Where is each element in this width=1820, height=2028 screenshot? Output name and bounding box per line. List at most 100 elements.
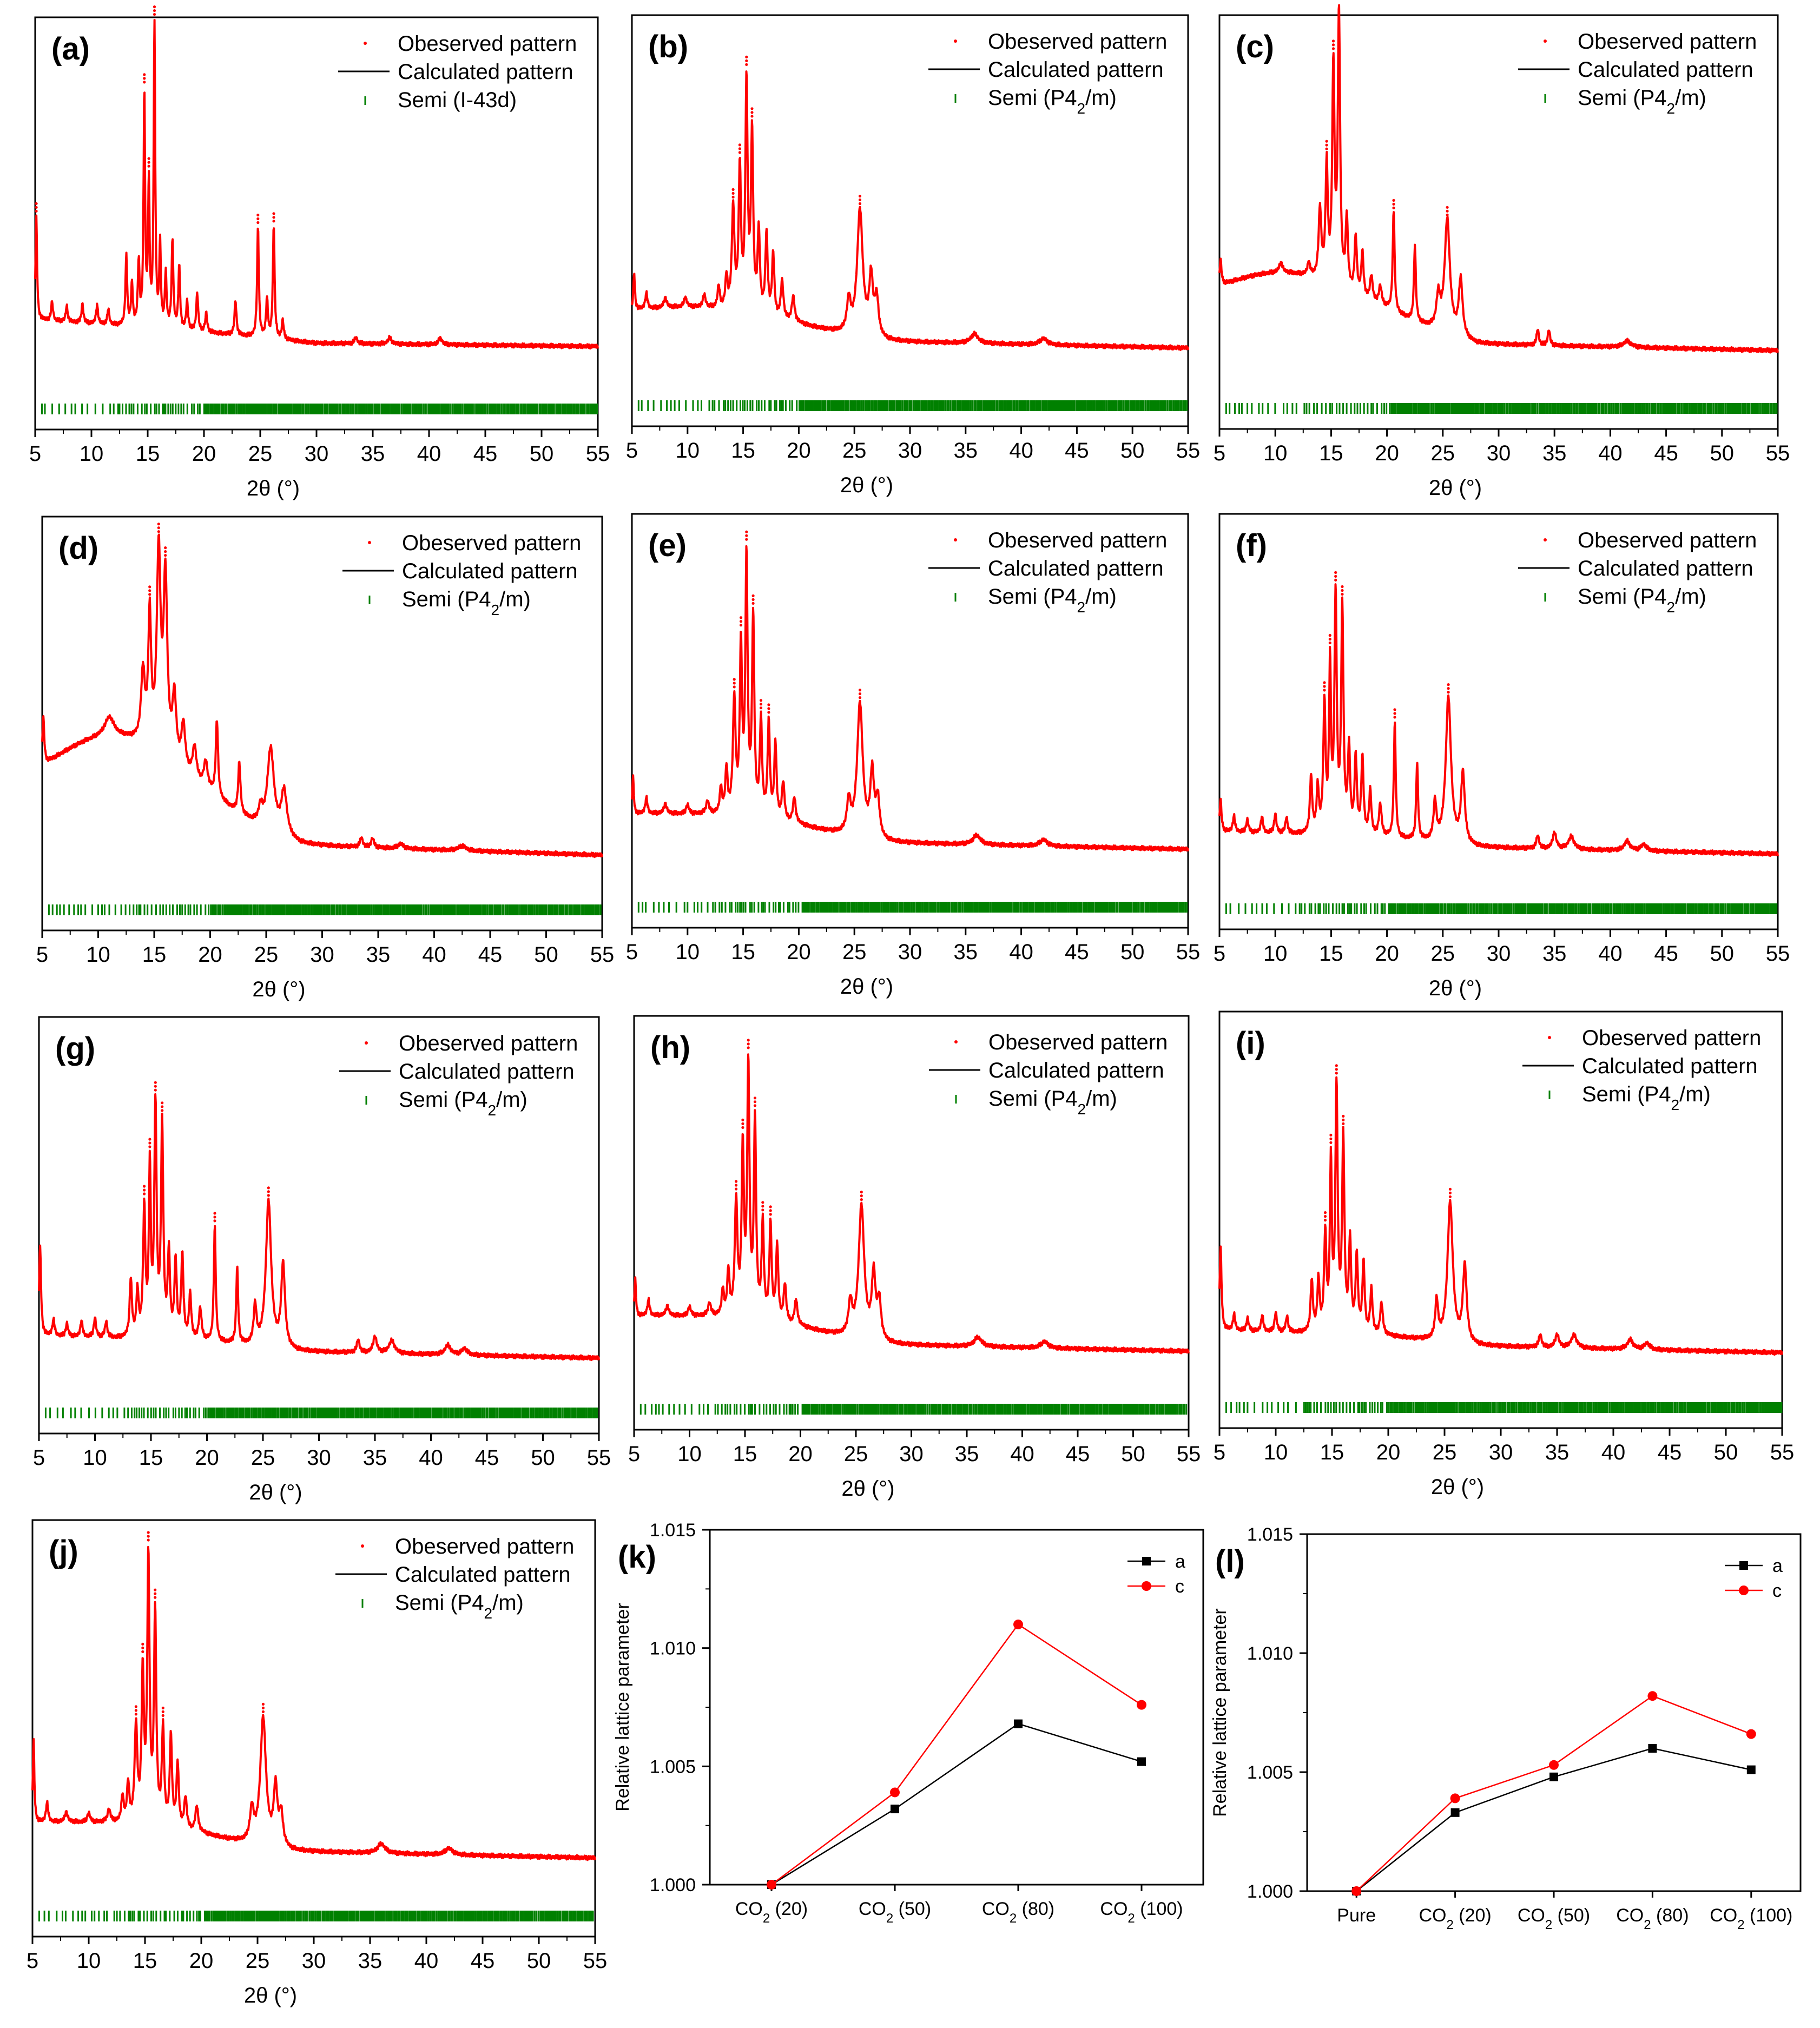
- observed-point: [35, 209, 38, 213]
- observed-point: [733, 678, 736, 681]
- observed-point: [858, 696, 862, 699]
- legend-phase-label: Semi (P42/m): [988, 1087, 1117, 1118]
- x-tick-label: 5: [36, 943, 48, 967]
- panel-label: (c): [1236, 29, 1274, 64]
- calculated-pattern-line: [1218, 583, 1779, 857]
- observed-point: [741, 1118, 744, 1121]
- observed-point: [1323, 1219, 1327, 1222]
- observed-point: [161, 1109, 164, 1112]
- lattice-panel-l: 1.000 1.005 1.010 1.015 Relative lattice par…: [1210, 1524, 1802, 1932]
- observed-point: [769, 1209, 772, 1212]
- x-tick-label: 15: [1319, 942, 1343, 966]
- x-tick-label: 10: [1263, 441, 1288, 465]
- observed-point: [157, 530, 160, 533]
- x-tick-label: 45: [1065, 940, 1089, 964]
- x-tick-label: 20: [189, 1949, 214, 1973]
- y-tick-label: 1.005: [650, 1756, 696, 1777]
- x-tick-label: 20: [1375, 942, 1399, 966]
- observed-point: [747, 1042, 750, 1046]
- xrd-panel-i: (i) Obeserved pattern Calculated pattern Se…: [1214, 1010, 1794, 1499]
- observed-point: [1325, 140, 1328, 143]
- xrd-panel-j: (j) Obeserved pattern Calculated pattern Se…: [27, 1519, 607, 2007]
- x-tick-label: 15: [139, 1446, 163, 1470]
- y-tick-label: 1.000: [1247, 1881, 1293, 1902]
- calculated-pattern-line: [41, 533, 603, 858]
- legend-phase-label: Semi (P42/m): [1578, 86, 1706, 117]
- phase-reflection-ticks: [637, 400, 1188, 411]
- panel-label: (e): [648, 528, 687, 563]
- legend-observed-label: Obeserved pattern: [1582, 1026, 1761, 1050]
- observed-point: [1323, 689, 1326, 692]
- x-tick-label: 25: [1431, 441, 1455, 465]
- x-tick-label: 40: [422, 943, 446, 967]
- x-tick-label: 10: [83, 1446, 107, 1470]
- observed-point: [751, 602, 755, 605]
- xrd-panel-h: (h) Obeserved pattern Calculated pattern Se…: [628, 1015, 1201, 1501]
- observed-point: [731, 188, 735, 191]
- x-axis-label: 2θ (°): [841, 1477, 894, 1501]
- x-tick-label: 50: [530, 442, 554, 466]
- calculated-pattern-line: [1218, 1076, 1783, 1356]
- legend-observed-label: Obeserved pattern: [988, 30, 1167, 54]
- legend-marker-c: [1142, 1581, 1151, 1591]
- x-axis-label: 2θ (°): [249, 1481, 302, 1504]
- x-tick-label: 20: [195, 1446, 219, 1470]
- observed-point: [1341, 592, 1344, 596]
- x-tick-label: 25: [1433, 1441, 1457, 1464]
- x-tick-label: 30: [899, 1442, 924, 1466]
- x-tick-label: 5: [626, 940, 638, 964]
- x-tick-label: 35: [1545, 1441, 1570, 1464]
- x-tick-label: 40: [1009, 940, 1033, 964]
- observed-point: [858, 202, 862, 206]
- observed-point: [1334, 574, 1337, 578]
- x-category-label: Pure: [1337, 1905, 1376, 1926]
- legend-calculated-label: Calculated pattern: [1582, 1054, 1758, 1078]
- observed-point: [1392, 199, 1395, 202]
- panel-label: (b): [648, 29, 688, 64]
- x-tick-label: 40: [1010, 1442, 1034, 1466]
- observed-point: [860, 1198, 863, 1201]
- lattice-panel-k: 1.000 1.005 1.010 1.015 Relative lattice par…: [612, 1520, 1204, 1926]
- legend-label-c: c: [1772, 1581, 1782, 1601]
- observed-point: [164, 546, 167, 550]
- observed-point: [750, 111, 754, 114]
- x-tick-label: 40: [1598, 942, 1623, 966]
- legend-calculated-label: Calculated pattern: [988, 1059, 1164, 1082]
- x-tick-label: 35: [366, 943, 391, 967]
- x-tick-label: 10: [1264, 1441, 1288, 1464]
- data-point-c: [1549, 1760, 1559, 1770]
- legend-observed-marker: [954, 1040, 958, 1043]
- observed-point: [753, 1100, 757, 1104]
- observed-point: [1342, 1122, 1345, 1125]
- panel-label: (g): [55, 1031, 95, 1066]
- legend-observed-marker: [1548, 1036, 1551, 1039]
- legend-observed-marker: [954, 39, 957, 43]
- phase-reflection-ticks: [38, 1911, 594, 1921]
- x-tick-label: 55: [1177, 1442, 1201, 1466]
- observed-point: [1447, 691, 1450, 694]
- x-tick-label: 20: [192, 442, 216, 466]
- x-tick-label: 50: [1120, 439, 1145, 463]
- x-tick-label: 40: [1009, 439, 1033, 463]
- observed-point: [148, 589, 151, 592]
- data-point-c: [1013, 1619, 1023, 1629]
- observed-point: [1342, 1114, 1345, 1118]
- x-tick-label: 50: [1714, 1441, 1738, 1464]
- x-tick-label: 30: [898, 940, 922, 964]
- x-tick-label: 40: [414, 1949, 439, 1973]
- observed-point: [769, 1205, 772, 1208]
- x-tick-label: 55: [1176, 439, 1201, 463]
- observed-point: [256, 217, 260, 221]
- legend-marker-c: [1739, 1586, 1749, 1595]
- legend-observed-label: Obeserved pattern: [1578, 529, 1757, 552]
- x-axis-label: 2θ (°): [247, 477, 300, 500]
- data-point-c: [767, 1880, 776, 1890]
- x-tick-label: 35: [1542, 942, 1567, 966]
- x-tick-label: 40: [417, 442, 441, 466]
- x-tick-label: 20: [1376, 1441, 1401, 1464]
- panel-label: (i): [1236, 1026, 1265, 1061]
- observed-point: [1447, 683, 1450, 686]
- observed-point: [1328, 641, 1331, 645]
- x-tick-label: 20: [787, 439, 811, 463]
- observed-point: [759, 706, 763, 710]
